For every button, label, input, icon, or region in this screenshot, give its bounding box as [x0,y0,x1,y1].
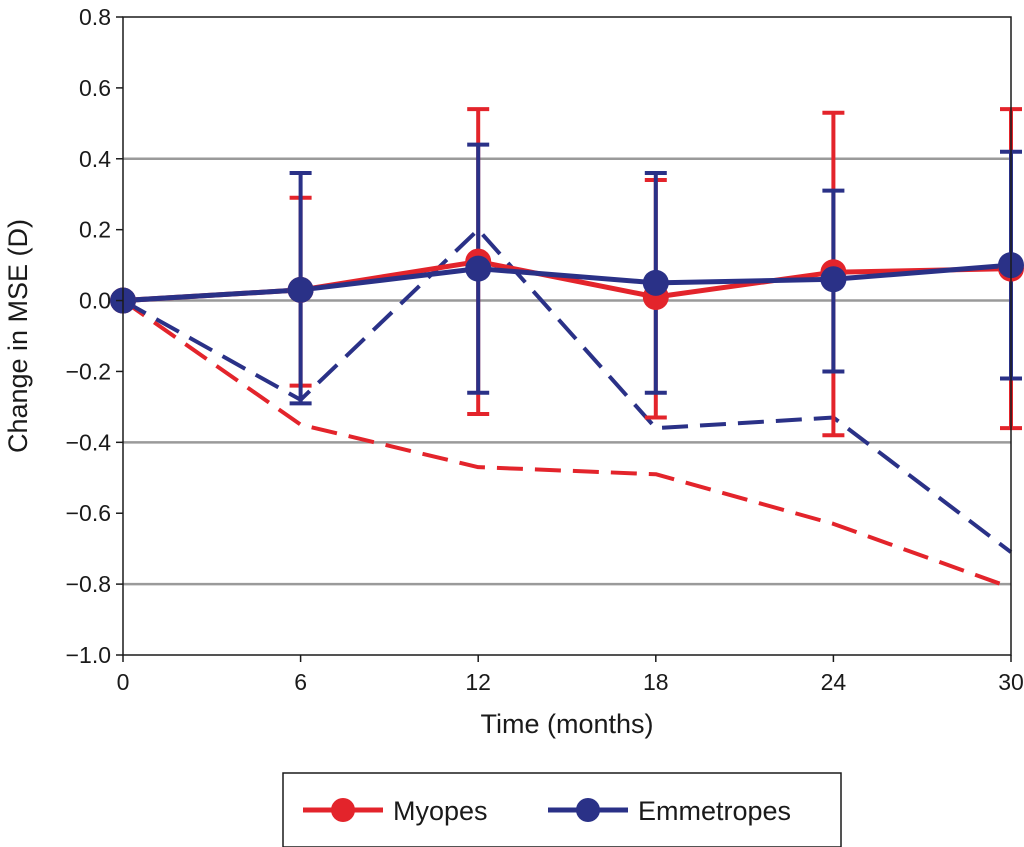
gridlines [123,157,1011,586]
x-tick-label: 6 [294,669,307,695]
x-tick-label: 18 [643,669,669,695]
y-tick-label: −0.6 [66,500,111,526]
data-point [287,276,314,303]
y-tick-label: −0.4 [66,429,112,455]
x-axis-title: Time (months) [480,709,653,739]
y-tick-label: 0.6 [79,75,111,101]
dashed-series [121,227,1013,590]
legend-label-emmetropes: Emmetropes [638,796,791,826]
data-point [820,266,847,293]
y-tick-label: 0.4 [79,146,111,172]
y-tick-label: 0.2 [79,217,111,243]
axes: 0.8 0.6 0.4 0.2 0.0 −0.2 −0.4 −0.6 −0.8 −1.00 6 12 1… [66,4,1024,695]
y-tick-label: 0.0 [79,288,111,314]
dashed-line [121,298,1012,590]
legend-marker-emmetropes [576,798,600,822]
y-tick-label: −0.2 [66,358,111,384]
x-tick-label: 0 [117,669,130,695]
data-point [465,255,492,282]
y-tick-label: −0.8 [66,571,111,597]
legend: Myopes Emmetropes [282,772,842,847]
x-tick-label: 24 [821,669,847,695]
dashed-line [122,227,1013,554]
legend-marker-myopes [331,798,355,822]
series-line [122,262,1012,304]
y-tick-label: 0.8 [79,4,111,30]
y-axis-title: Change in MSE (D) [3,219,33,453]
x-tick-label: 30 [998,669,1024,695]
y-tick-label: −1.0 [66,642,111,668]
plot-frame [122,16,1012,656]
x-tick-label: 12 [465,669,491,695]
legend-label-myopes: Myopes [393,796,488,826]
data-point [642,269,669,296]
